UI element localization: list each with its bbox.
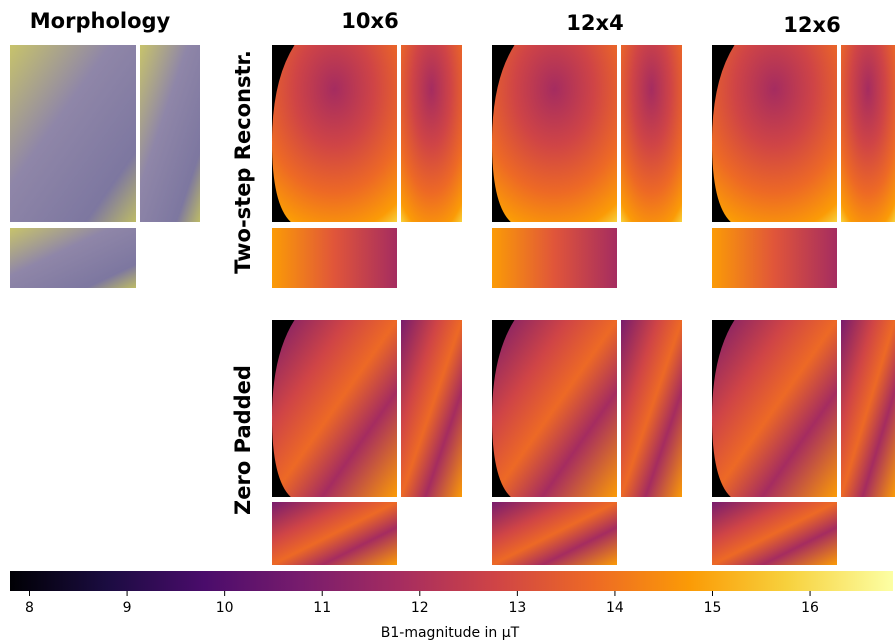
image-content: [401, 45, 462, 222]
image-content: [492, 45, 617, 222]
colorbar-tick-label: 12: [411, 600, 429, 616]
image-content: [712, 228, 837, 288]
image-content: [10, 45, 136, 222]
image-content: [272, 228, 397, 288]
image-content: [712, 45, 837, 222]
colorbar-label: B1-magnitude in μT: [381, 625, 520, 641]
image-content: [272, 45, 397, 222]
colorbar-tick-label: 10: [216, 600, 234, 616]
image-content: [712, 502, 837, 565]
colorbar-tick-label: 11: [313, 600, 331, 616]
row-label: Two-step Reconstr.: [231, 50, 255, 274]
colorbar-tick-label: 13: [508, 600, 526, 616]
row-label: Zero Padded: [231, 365, 255, 515]
image-content: [841, 45, 895, 222]
colorbar-tick-label: 9: [123, 600, 132, 616]
column-title: 10x6: [341, 9, 398, 33]
image-content: [492, 228, 617, 288]
figure: Morphology 10x6 12x4 12x6 Two-step Recon…: [0, 0, 895, 642]
colorbar-tick-label: 15: [704, 600, 722, 616]
image-content: [10, 228, 136, 288]
image-content: [492, 320, 617, 497]
image-content: [621, 320, 682, 497]
image-content: [712, 320, 837, 497]
column-title: 12x4: [566, 11, 623, 35]
image-content: [841, 320, 895, 497]
image-content: [492, 502, 617, 565]
column-title: 12x6: [783, 13, 840, 37]
image-content: [140, 45, 200, 222]
colorbar: [10, 571, 893, 591]
colorbar-tick-label: 14: [606, 600, 624, 616]
image-content: [401, 320, 462, 497]
colorbar-tick-label: 16: [801, 600, 819, 616]
image-content: [272, 502, 397, 565]
column-title: Morphology: [30, 9, 171, 33]
image-content: [621, 45, 682, 222]
image-content: [272, 320, 397, 497]
colorbar-tick-label: 8: [25, 600, 34, 616]
